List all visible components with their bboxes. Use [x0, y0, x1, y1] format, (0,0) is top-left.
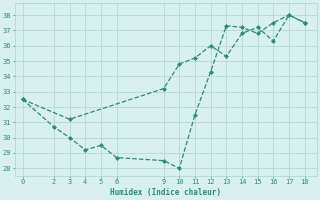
X-axis label: Humidex (Indice chaleur): Humidex (Indice chaleur)	[110, 188, 221, 197]
